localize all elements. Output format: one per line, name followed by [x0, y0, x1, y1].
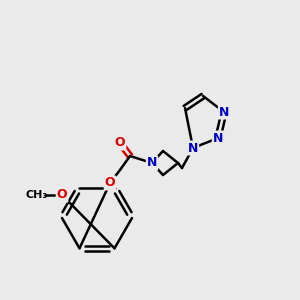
Text: O: O: [57, 188, 67, 202]
Text: O: O: [105, 176, 115, 190]
Text: N: N: [147, 157, 157, 169]
Text: N: N: [188, 142, 198, 154]
Text: CH₃: CH₃: [26, 190, 48, 200]
Text: O: O: [115, 136, 125, 149]
Text: N: N: [213, 131, 223, 145]
Text: N: N: [219, 106, 229, 118]
